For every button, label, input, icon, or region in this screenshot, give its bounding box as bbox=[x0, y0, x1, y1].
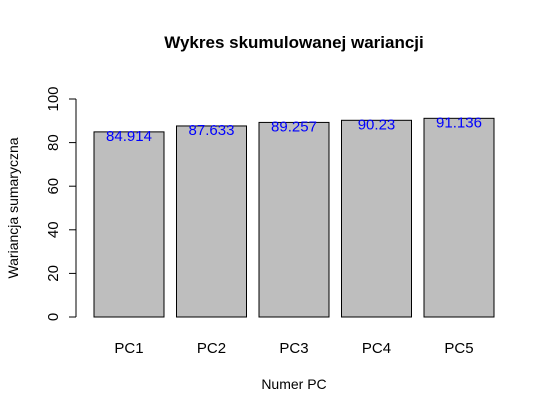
chart-title: Wykres skumulowanej wariancji bbox=[164, 33, 424, 52]
y-axis-title: Wariancja sumaryczna bbox=[5, 137, 21, 278]
y-tick-label: 40 bbox=[45, 221, 62, 238]
y-tick-label: 20 bbox=[45, 265, 62, 282]
y-axis: 0 20 40 60 80 100 bbox=[45, 86, 77, 321]
y-tick-label: 0 bbox=[45, 313, 62, 321]
x-tick-labels: PC1 PC2 PC3 PC4 PC5 bbox=[114, 340, 473, 357]
x-tick-label: PC3 bbox=[279, 340, 308, 357]
bar-pc5 bbox=[423, 117, 495, 318]
data-labels-group: 84.914 87.633 89.257 90.23 91.136 bbox=[106, 114, 482, 145]
bar-pc2 bbox=[176, 125, 247, 318]
data-label: 91.136 bbox=[436, 114, 482, 131]
y-tick-label: 80 bbox=[45, 134, 62, 151]
data-label: 90.23 bbox=[358, 116, 396, 133]
data-label: 89.257 bbox=[271, 118, 317, 135]
y-tick-label: 60 bbox=[45, 178, 62, 195]
data-label: 87.633 bbox=[189, 122, 235, 139]
bars-group bbox=[93, 117, 495, 318]
bar-pc3 bbox=[258, 121, 330, 318]
bar-pc1 bbox=[93, 131, 165, 318]
x-tick-label: PC5 bbox=[444, 340, 473, 357]
data-label: 84.914 bbox=[106, 128, 152, 145]
x-tick-label: PC1 bbox=[114, 340, 143, 357]
x-tick-label: PC2 bbox=[197, 340, 226, 357]
bar-pc4 bbox=[341, 119, 412, 318]
x-tick-label: PC4 bbox=[362, 340, 391, 357]
y-tick-label: 100 bbox=[45, 86, 62, 111]
x-axis-title: Numer PC bbox=[261, 376, 326, 392]
